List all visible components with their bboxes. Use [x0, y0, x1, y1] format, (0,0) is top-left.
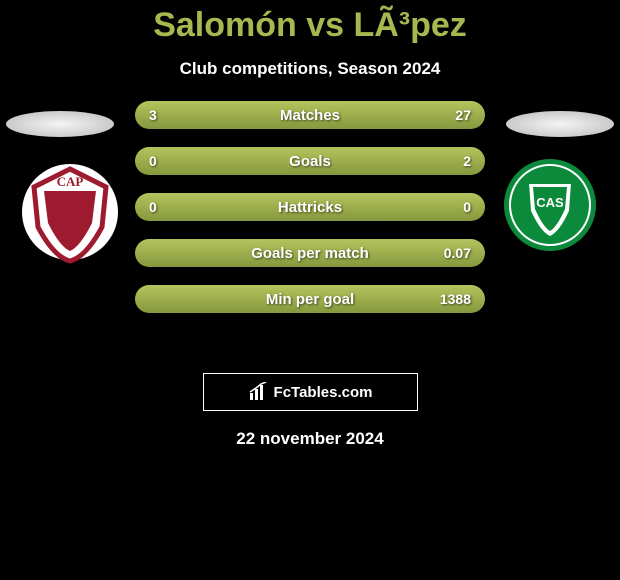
stat-value-left: 3 — [149, 107, 157, 123]
brand-attribution: FcTables.com — [203, 373, 418, 411]
badge-icon: CAS — [500, 157, 600, 267]
team-crest-right: CAS — [500, 157, 600, 267]
stat-value-right: 27 — [455, 107, 471, 123]
stat-label: Goals per match — [251, 245, 369, 262]
team-crest-left: CAP — [20, 157, 120, 267]
stat-value-left: 0 — [149, 153, 157, 169]
stat-value-right: 0 — [463, 199, 471, 215]
player-shadow-left — [6, 111, 114, 137]
stat-value-right: 1388 — [440, 291, 471, 307]
subtitle: Club competitions, Season 2024 — [0, 59, 620, 79]
stat-label: Matches — [280, 107, 340, 124]
svg-text:CAP: CAP — [57, 174, 84, 189]
date-text: 22 november 2024 — [0, 429, 620, 449]
player-shadow-right — [506, 111, 614, 137]
comparison-stage: CAP CAS 3 Matches 27 0 Goals 2 0 Hattric… — [0, 97, 620, 357]
stat-value-right: 0.07 — [444, 245, 471, 261]
stat-row: 0 Hattricks 0 — [135, 193, 485, 221]
stat-row: Goals per match 0.07 — [135, 239, 485, 267]
stat-label: Goals — [289, 153, 331, 170]
svg-text:CAS: CAS — [536, 195, 564, 210]
page-title: Salomón vs LÃ³pez — [0, 0, 620, 45]
stat-value-right: 2 — [463, 153, 471, 169]
stat-row: 3 Matches 27 — [135, 101, 485, 129]
stat-bars: 3 Matches 27 0 Goals 2 0 Hattricks 0 Goa… — [135, 101, 485, 331]
brand-text: FcTables.com — [274, 384, 373, 401]
stat-label: Hattricks — [278, 199, 342, 216]
shield-icon: CAP — [20, 157, 120, 267]
stat-row: 0 Goals 2 — [135, 147, 485, 175]
chart-icon — [248, 382, 268, 402]
stat-value-left: 0 — [149, 199, 157, 215]
stat-label: Min per goal — [266, 291, 354, 308]
stat-row: Min per goal 1388 — [135, 285, 485, 313]
